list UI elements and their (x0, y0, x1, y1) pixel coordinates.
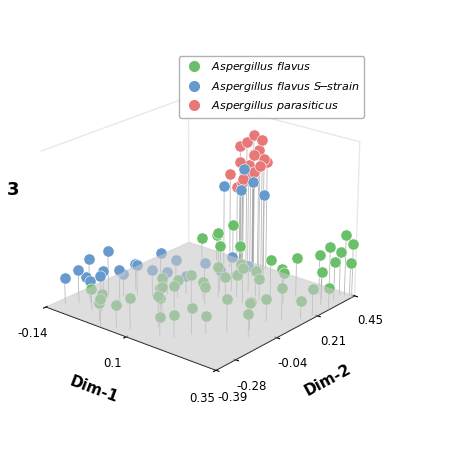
Legend: $\it{Aspergillus\ flavus}$, $\it{Aspergillus\ flavus\ S\!\!-\!\!strain}$, $\it{A: $\it{Aspergillus\ flavus}$, $\it{Aspergi… (179, 55, 364, 118)
Text: 3: 3 (7, 181, 19, 199)
Y-axis label: Dim-2: Dim-2 (302, 362, 354, 399)
X-axis label: Dim-1: Dim-1 (68, 374, 120, 405)
